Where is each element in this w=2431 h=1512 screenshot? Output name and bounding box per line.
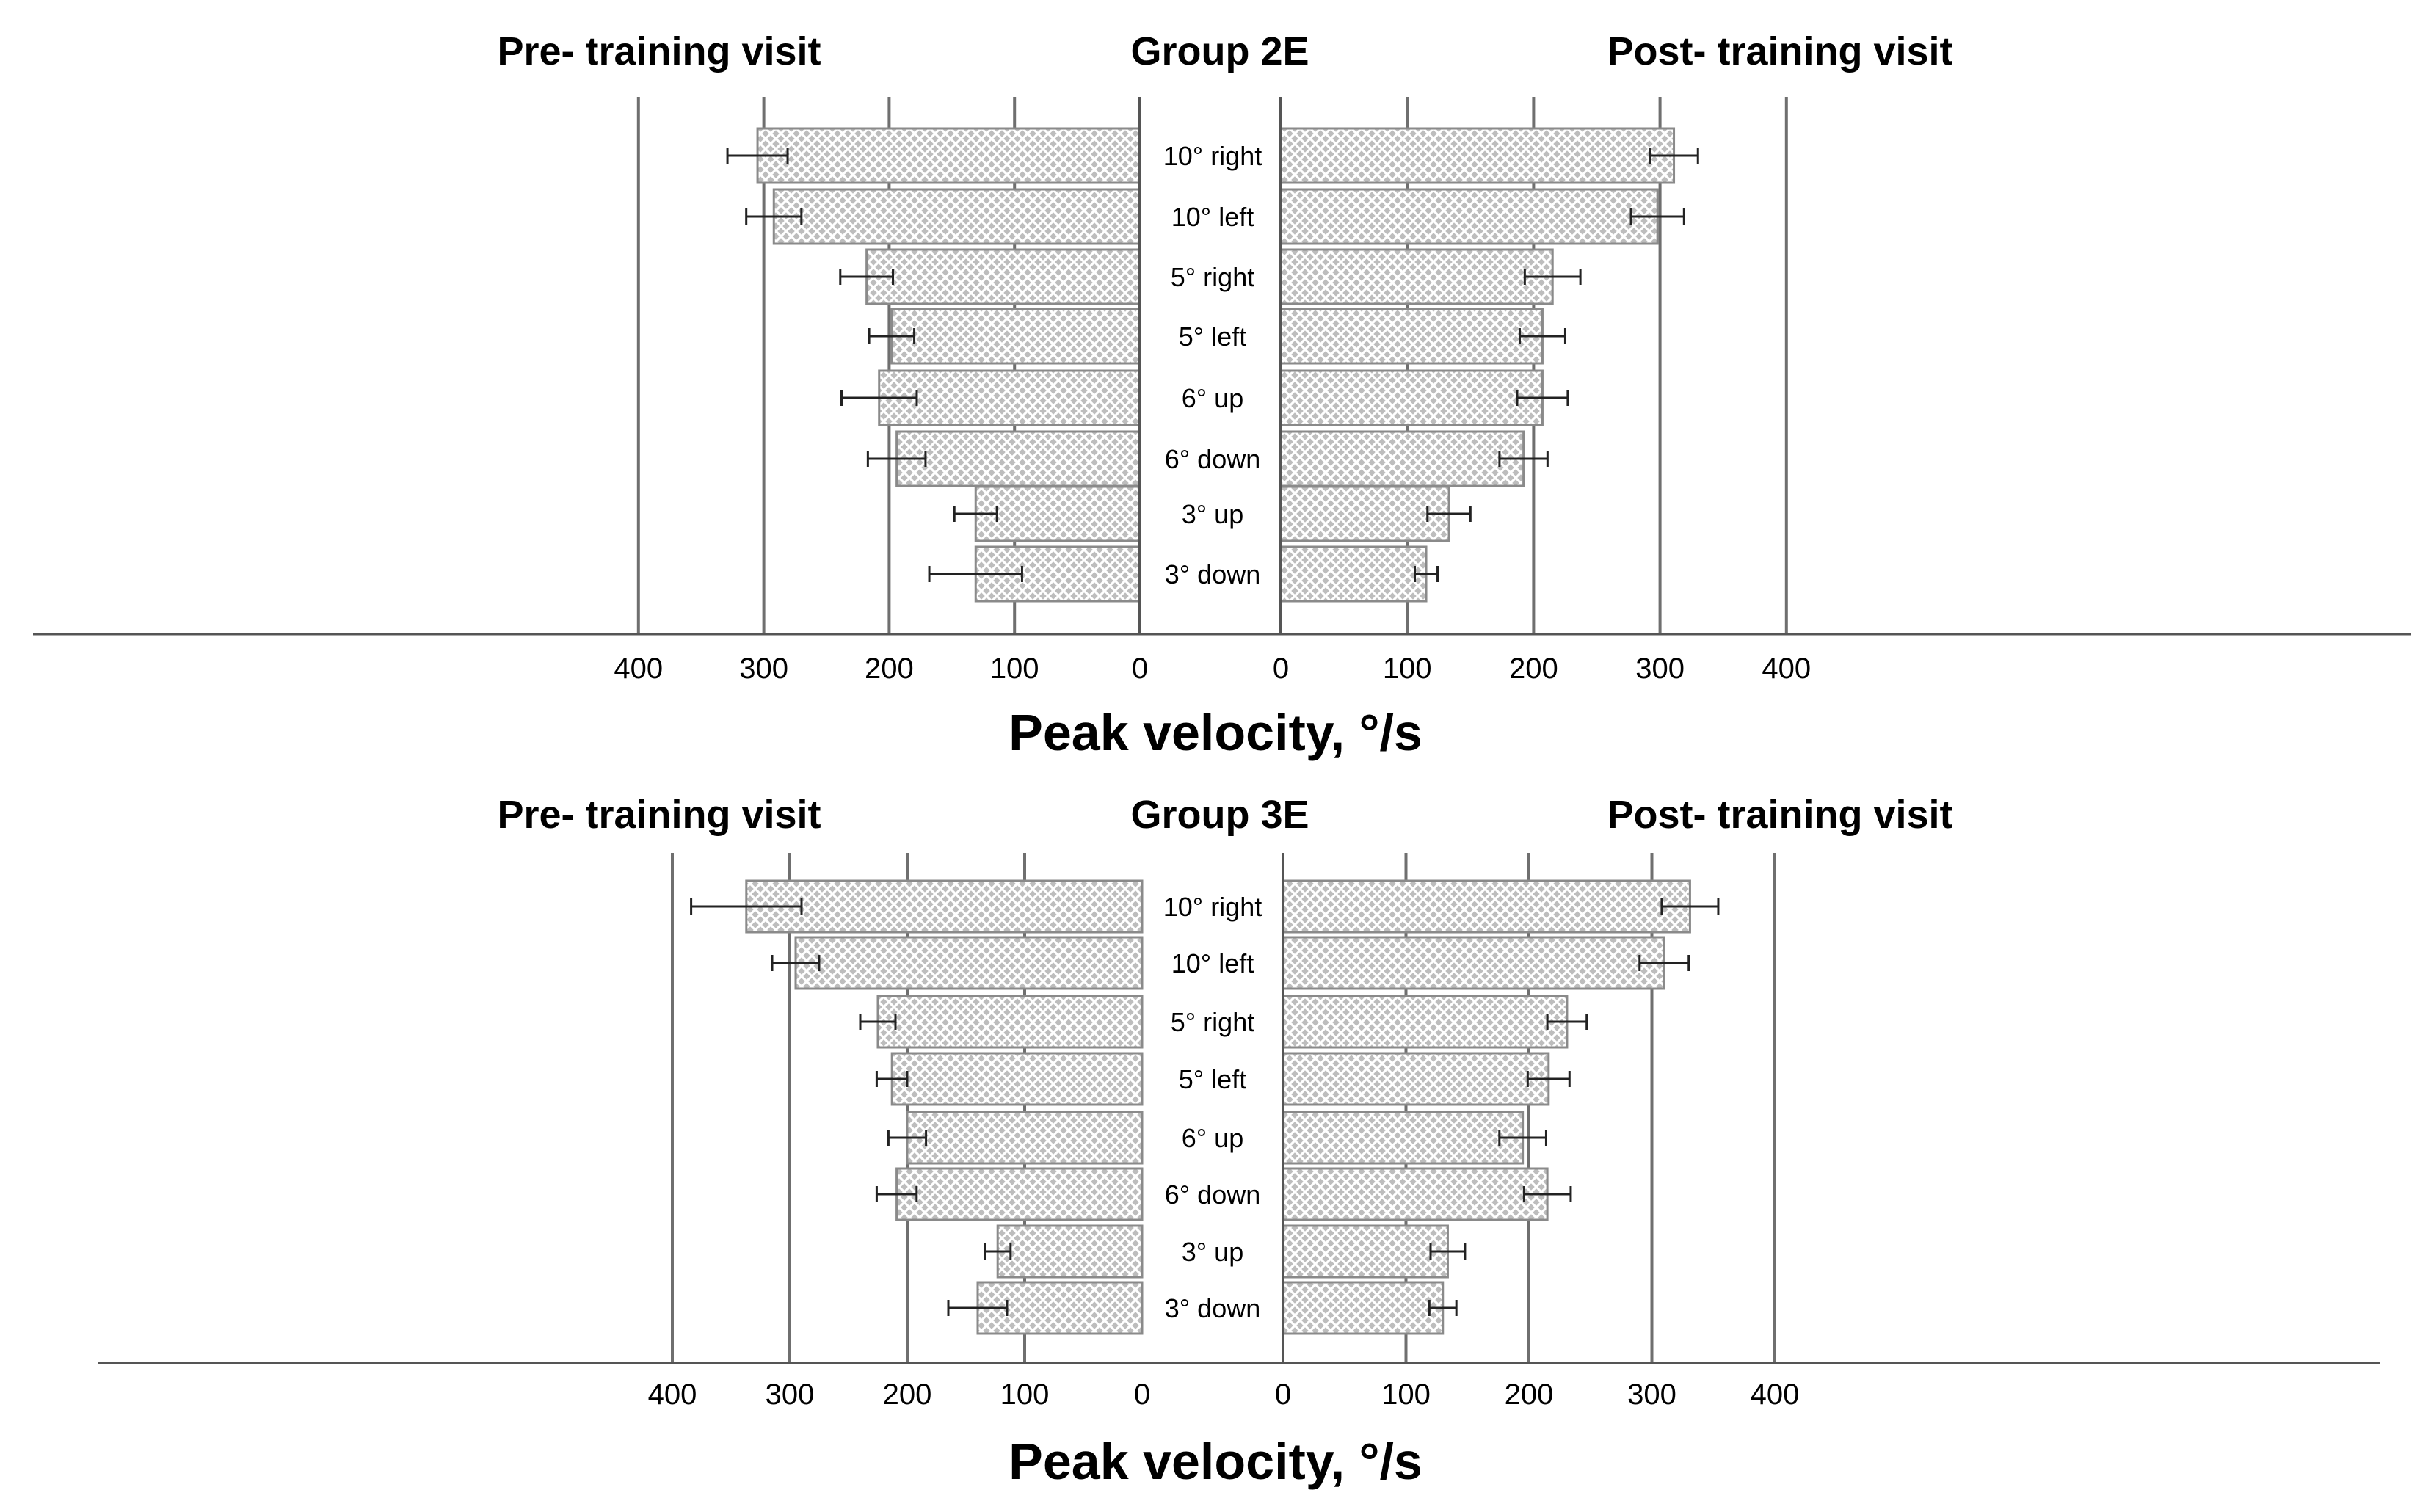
category-label-3-down: 3° down (1165, 559, 1260, 589)
tick-label-right-300: 300 (1627, 1378, 1676, 1411)
tick-label-right-200: 200 (1509, 653, 1558, 685)
panel-title-group: Group 2E (1130, 29, 1309, 73)
tick-label-left-400: 400 (614, 653, 663, 685)
bar-post-6-down (1279, 430, 1525, 487)
category-label-6-up: 6° up (1182, 1123, 1243, 1153)
bar-pre-3-up (974, 485, 1141, 542)
panel-title-left: Pre- training visit (497, 29, 821, 73)
bar-pre-6-down (895, 1167, 1144, 1221)
bar-pre-10-left (794, 936, 1144, 990)
bar-pre-5-right (865, 248, 1141, 305)
bar-pre-5-left (890, 1052, 1144, 1106)
bar-pre-10-right (745, 879, 1144, 934)
bar-pre-6-down (895, 430, 1141, 487)
category-label-10-right: 10° right (1163, 892, 1262, 922)
category-label-6-down: 6° down (1165, 1180, 1260, 1210)
panel-group-2e: Pre- training visit Group 2E Post- train… (33, 29, 2411, 761)
bar-post-10-right (1282, 879, 1691, 934)
category-label-5-left: 5° left (1179, 321, 1246, 352)
panel-title-right: Post- training visit (1607, 793, 1952, 837)
tick-label-left-100: 100 (1000, 1378, 1050, 1411)
tick-label-left-200: 200 (883, 1378, 932, 1411)
bar-post-5-left (1282, 1052, 1550, 1106)
panel-group-3e: Pre- training visit Group 3E Post- train… (98, 793, 2380, 1490)
axes (98, 853, 2380, 1364)
tick-label-right-100: 100 (1383, 653, 1432, 685)
bar-pre-10-left (772, 188, 1141, 245)
bar-post-10-right (1279, 127, 1676, 184)
category-label-3-up: 3° up (1182, 1237, 1243, 1267)
category-labels: 10° right 10° left 5° right 5° left 6° up 6° … (1163, 892, 1262, 1323)
panel-title-right: Post- training visit (1607, 29, 1952, 73)
category-label-6-down: 6° down (1165, 444, 1260, 474)
bar-post-5-right (1279, 248, 1554, 305)
x-axis-label: Peak velocity, °/s (1009, 1433, 1422, 1490)
panel-title-group: Group 3E (1130, 793, 1309, 837)
tick-label-right-0: 0 (1275, 1378, 1291, 1411)
bar-pre-10-right (756, 127, 1141, 184)
tick-label-right-200: 200 (1505, 1378, 1554, 1411)
tick-label-left-200: 200 (865, 653, 914, 685)
tick-label-left-100: 100 (990, 653, 1039, 685)
tick-labels: 400 300 200 100 0 0 100 200 300 400 (614, 653, 1811, 685)
bar-post-3-up (1279, 485, 1450, 542)
tick-label-left-300: 300 (766, 1378, 815, 1411)
bar-pre-3-up (996, 1224, 1144, 1279)
tick-labels: 400 300 200 100 0 0 100 200 300 400 (648, 1378, 1800, 1411)
category-label-5-right: 5° right (1171, 1007, 1254, 1037)
tick-label-right-400: 400 (1751, 1378, 1800, 1411)
category-label-5-right: 5° right (1171, 262, 1254, 292)
bar-post-10-left (1279, 188, 1659, 245)
error-bars (690, 898, 1720, 1316)
bar-post-6-down (1282, 1167, 1549, 1221)
panel-title-left: Pre- training visit (497, 793, 821, 837)
category-label-3-down: 3° down (1165, 1293, 1260, 1323)
tick-label-right-400: 400 (1762, 653, 1811, 685)
tick-label-left-300: 300 (739, 653, 788, 685)
error-bars (726, 148, 1699, 582)
bar-post-3-down (1279, 545, 1428, 603)
tick-label-left-400: 400 (648, 1378, 697, 1411)
category-label-5-left: 5° left (1179, 1064, 1246, 1094)
tick-label-right-100: 100 (1381, 1378, 1431, 1411)
category-label-10-right: 10° right (1163, 141, 1262, 171)
category-labels: 10° right 10° left 5° right 5° left 6° up 6° … (1163, 141, 1262, 589)
bar-post-6-up (1282, 1111, 1525, 1165)
tick-label-right-300: 300 (1635, 653, 1685, 685)
bar-post-5-right (1282, 995, 1569, 1049)
bar-pre-6-up (906, 1111, 1144, 1165)
bar-post-3-up (1282, 1224, 1449, 1279)
gridlines (636, 97, 1788, 634)
bar-pre-5-left (890, 308, 1141, 365)
category-label-10-left: 10° left (1171, 202, 1254, 232)
bar-post-5-left (1279, 308, 1544, 365)
category-label-3-up: 3° up (1182, 499, 1243, 529)
tick-label-left-0: 0 (1132, 653, 1148, 685)
category-label-10-left: 10° left (1171, 948, 1254, 978)
x-axis-label: Peak velocity, °/s (1009, 704, 1422, 761)
bar-post-6-up (1279, 369, 1544, 426)
bar-series (756, 127, 1676, 603)
tick-label-left-0: 0 (1134, 1378, 1150, 1411)
bar-post-3-down (1282, 1281, 1445, 1335)
category-label-6-up: 6° up (1182, 383, 1243, 413)
bar-pre-6-up (878, 369, 1141, 426)
axes (33, 97, 2411, 636)
bar-pre-5-right (876, 995, 1144, 1049)
bar-post-10-left (1282, 936, 1665, 990)
tick-label-right-0: 0 (1273, 653, 1289, 685)
